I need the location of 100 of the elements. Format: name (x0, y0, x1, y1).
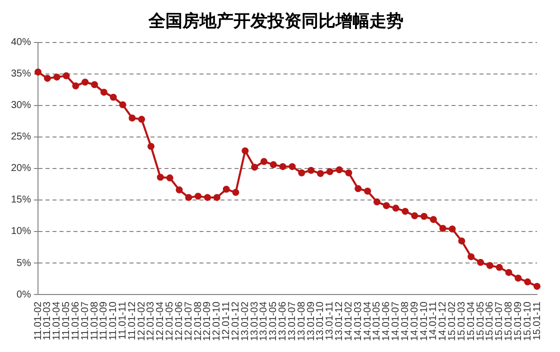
point (402, 208, 409, 215)
point (288, 163, 296, 170)
x-tick-label: 12.01-05 (164, 301, 176, 342)
point (204, 194, 211, 201)
x-tick-label: 13.01-12 (334, 301, 346, 342)
point (138, 116, 146, 123)
point (110, 94, 117, 101)
point (458, 237, 466, 244)
point (364, 188, 372, 195)
x-tick-label: 15.01-10 (522, 301, 534, 342)
point (194, 192, 202, 200)
point (156, 174, 164, 181)
point (477, 258, 484, 266)
x-tick-label: 15.01-07 (494, 301, 506, 342)
x-tick-label: 11.01-06 (70, 301, 82, 340)
x-tick-label: 11.01-10 (108, 301, 120, 340)
x-tick-label: 11.01-12 (126, 301, 138, 340)
x-tick-label: 14.01-02 (343, 301, 354, 342)
point (128, 114, 136, 122)
x-tick-label: 12.01-12 (230, 301, 242, 342)
x-tick-label: 13.01-06 (278, 301, 289, 342)
x-tick-label: 15.01-08 (504, 301, 515, 342)
x-tick-label: 12.01-04 (155, 301, 166, 342)
x-tick-label: 14.01-11 (428, 301, 440, 340)
x-tick-label: 11.01-02 (32, 301, 44, 340)
x-tick-label: 14.01-06 (381, 301, 392, 342)
point (505, 268, 512, 276)
point (382, 202, 390, 210)
point (524, 278, 532, 286)
x-tick-label: 13.01-10 (315, 301, 326, 342)
point (260, 158, 268, 166)
x-tick-label: 15.01-03 (456, 301, 468, 342)
x-tick-label: 14.01-07 (390, 301, 402, 342)
x-tick-label: 11.01-05 (61, 301, 72, 340)
x-tick-label: 13.01-05 (268, 301, 280, 342)
x-tick-label: 15.01-02 (447, 301, 458, 342)
point (251, 164, 258, 171)
chart-title: 全国房地产开发投资同比增幅走势 (148, 12, 404, 32)
x-tick-label: 12.01-03 (146, 301, 157, 342)
x-tick-label: 15.01-05 (475, 301, 486, 342)
x-tick-label: 15.01-04 (466, 301, 477, 342)
y-tick-label: 10% (11, 226, 32, 238)
x-tick-label: 11.01-04 (52, 301, 63, 340)
y-tick-label: 20% (11, 163, 32, 174)
x-tick-label: 13.01-08 (296, 301, 308, 342)
point (147, 142, 154, 150)
x-tick-label: 11.01-03 (42, 301, 54, 340)
x-tick-label: 12.01-07 (183, 301, 194, 342)
x-tick-label: 12.01-06 (174, 301, 185, 342)
point (270, 161, 277, 168)
point (185, 194, 192, 201)
point (242, 147, 249, 154)
point (91, 81, 98, 88)
point (44, 74, 51, 82)
point (100, 88, 108, 96)
x-tick-label: 13.01-11 (324, 301, 336, 340)
point (514, 274, 522, 282)
point (176, 186, 183, 194)
x-tick-label: 15.01-09 (512, 301, 524, 342)
x-tick-label: 13.01-09 (306, 301, 317, 342)
point (82, 78, 89, 86)
x-tick-label: 11.01-07 (80, 301, 91, 340)
point (534, 282, 540, 290)
x-tick-label: 12.01-11 (221, 301, 232, 340)
x-tick-label: 12.01-10 (212, 301, 223, 342)
x-tick-label: 12.01-09 (202, 301, 214, 342)
x-tick-label: 13.01-04 (258, 301, 270, 342)
point (166, 174, 174, 182)
y-tick-label: 25% (11, 132, 32, 143)
x-tick-label: 13.01-07 (286, 301, 298, 342)
point (316, 170, 324, 178)
point (232, 188, 240, 196)
x-tick-label: 12.01-02 (136, 301, 148, 342)
y-tick-label: 0% (16, 289, 32, 300)
point (326, 168, 334, 176)
point (486, 262, 494, 270)
point (411, 212, 418, 220)
y-tick-label: 15% (11, 194, 32, 206)
point (62, 72, 70, 80)
x-tick-label: 14.01-12 (438, 301, 449, 342)
x-tick-label: 13.01-03 (249, 301, 260, 342)
x-tick-label: 14.01-08 (400, 301, 411, 342)
x-tick-label: 11.01-08 (89, 301, 100, 340)
x-tick-label: 15.01-06 (484, 301, 496, 342)
x-tick-label: 14.01-04 (362, 301, 374, 342)
x-tick-label: 14.01-03 (352, 301, 364, 342)
x-tick-label: 14.01-05 (372, 301, 383, 342)
point (213, 194, 220, 201)
point (496, 264, 503, 271)
point (468, 253, 475, 260)
y-tick-label: 5% (16, 258, 32, 269)
point (308, 166, 315, 174)
point (72, 82, 80, 90)
y-tick-label: 30% (11, 100, 32, 112)
point (420, 212, 428, 220)
point (430, 216, 437, 224)
point (392, 204, 400, 212)
x-tick-label: 14.01-10 (418, 301, 430, 342)
point (119, 101, 126, 108)
point (373, 198, 380, 206)
